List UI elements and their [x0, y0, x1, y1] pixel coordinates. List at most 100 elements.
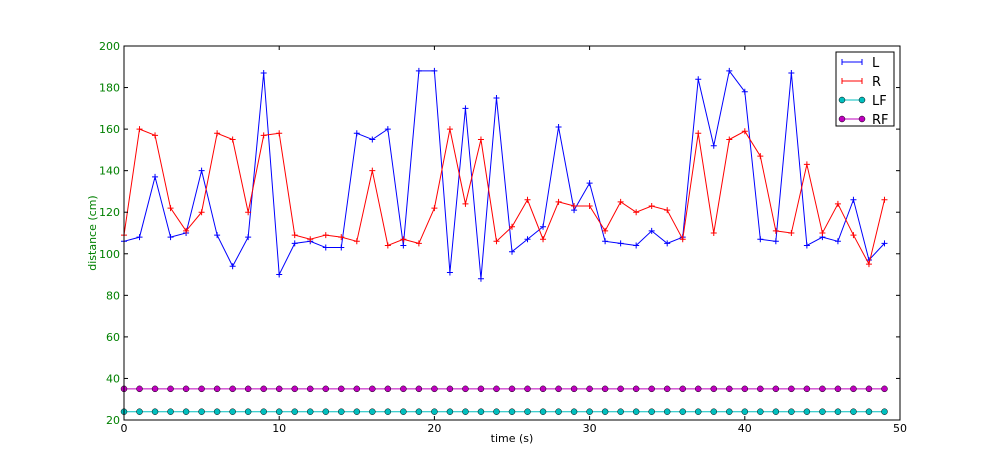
data-point — [617, 408, 624, 415]
data-point — [276, 130, 283, 137]
data-point — [850, 196, 857, 203]
data-point — [338, 244, 345, 251]
data-point — [214, 232, 221, 239]
data-point — [586, 180, 593, 187]
data-point — [182, 385, 190, 393]
data-point — [509, 248, 515, 255]
y-tick-label: 180 — [99, 82, 120, 95]
data-point — [571, 202, 578, 209]
data-point — [741, 408, 749, 415]
legend-label: L — [872, 56, 880, 71]
data-point — [741, 128, 748, 135]
data-point — [198, 385, 205, 393]
data-point — [803, 242, 810, 249]
y-tick-label: 100 — [99, 248, 120, 261]
data-point — [710, 142, 717, 149]
data-point — [260, 70, 267, 77]
data-point — [229, 385, 236, 393]
data-point — [291, 232, 298, 239]
data-point — [757, 385, 764, 393]
data-point — [586, 408, 593, 415]
data-point — [741, 385, 749, 393]
data-point — [540, 223, 547, 230]
legend-item-r: R — [841, 75, 881, 90]
data-point — [772, 408, 780, 415]
data-point — [338, 385, 345, 393]
data-point — [198, 209, 205, 216]
data-point — [384, 385, 392, 393]
data-point — [726, 408, 733, 415]
data-point — [850, 232, 857, 239]
data-point — [524, 385, 531, 393]
x-tick-label: 10 — [272, 422, 286, 435]
x-tick-label: 30 — [583, 422, 597, 435]
data-point — [834, 408, 842, 415]
data-point — [353, 385, 361, 393]
data-point — [400, 385, 407, 393]
data-point — [167, 234, 174, 241]
data-point — [322, 408, 330, 415]
series-line — [123, 69, 885, 279]
data-point — [555, 198, 562, 205]
data-point — [726, 67, 733, 74]
data-point — [663, 385, 671, 393]
data-point — [431, 385, 438, 393]
data-point — [694, 385, 702, 393]
legend-item-lf: LF — [838, 94, 887, 109]
data-point — [462, 105, 469, 112]
data-point — [477, 275, 484, 282]
data-point — [136, 126, 143, 133]
data-point — [477, 408, 485, 415]
data-point — [524, 408, 531, 415]
data-point — [400, 408, 407, 415]
data-point — [509, 223, 515, 230]
data-point — [369, 136, 376, 143]
data-point — [633, 209, 640, 216]
data-point — [555, 385, 562, 393]
data-point — [663, 408, 671, 415]
data-point — [633, 242, 640, 249]
data-point — [260, 408, 267, 415]
data-point — [710, 385, 718, 393]
data-point — [260, 132, 267, 139]
data-point — [446, 385, 454, 393]
data-point — [819, 385, 826, 393]
data-point — [570, 408, 578, 415]
data-point — [788, 230, 795, 236]
data-point — [198, 167, 205, 174]
data-point — [446, 408, 454, 415]
data-point — [245, 234, 252, 241]
data-point — [431, 67, 438, 74]
data-point — [834, 200, 841, 207]
data-point — [493, 238, 500, 245]
data-point — [664, 207, 671, 214]
data-point — [369, 408, 376, 415]
x-tick-label: 20 — [427, 422, 441, 435]
data-point — [524, 236, 531, 243]
data-point — [353, 238, 360, 245]
data-point — [462, 200, 469, 207]
data-point — [136, 234, 143, 241]
legend-item-rf: RF — [838, 113, 889, 128]
series-r — [121, 126, 888, 268]
y-tick-label: 60 — [106, 331, 120, 344]
data-point — [338, 408, 345, 415]
data-point — [213, 385, 221, 393]
data-point — [384, 242, 391, 249]
x-tick-label: 50 — [893, 422, 907, 435]
data-point — [850, 385, 857, 393]
data-point — [834, 385, 842, 393]
data-point — [803, 161, 810, 168]
data-point — [493, 408, 500, 415]
data-point — [539, 385, 547, 393]
y-tick-label: 120 — [99, 206, 120, 219]
axes-frame — [123, 45, 901, 421]
y-tick-label: 140 — [99, 165, 120, 178]
data-point — [601, 408, 609, 415]
data-point — [151, 408, 159, 415]
data-point — [679, 385, 686, 393]
data-point — [415, 385, 423, 393]
axis-ticks: 0 10 20 30 40 50 20 40 60 80 100 120 140 160 180 200 — [99, 40, 907, 435]
data-point — [198, 408, 205, 415]
data-point — [260, 385, 267, 393]
